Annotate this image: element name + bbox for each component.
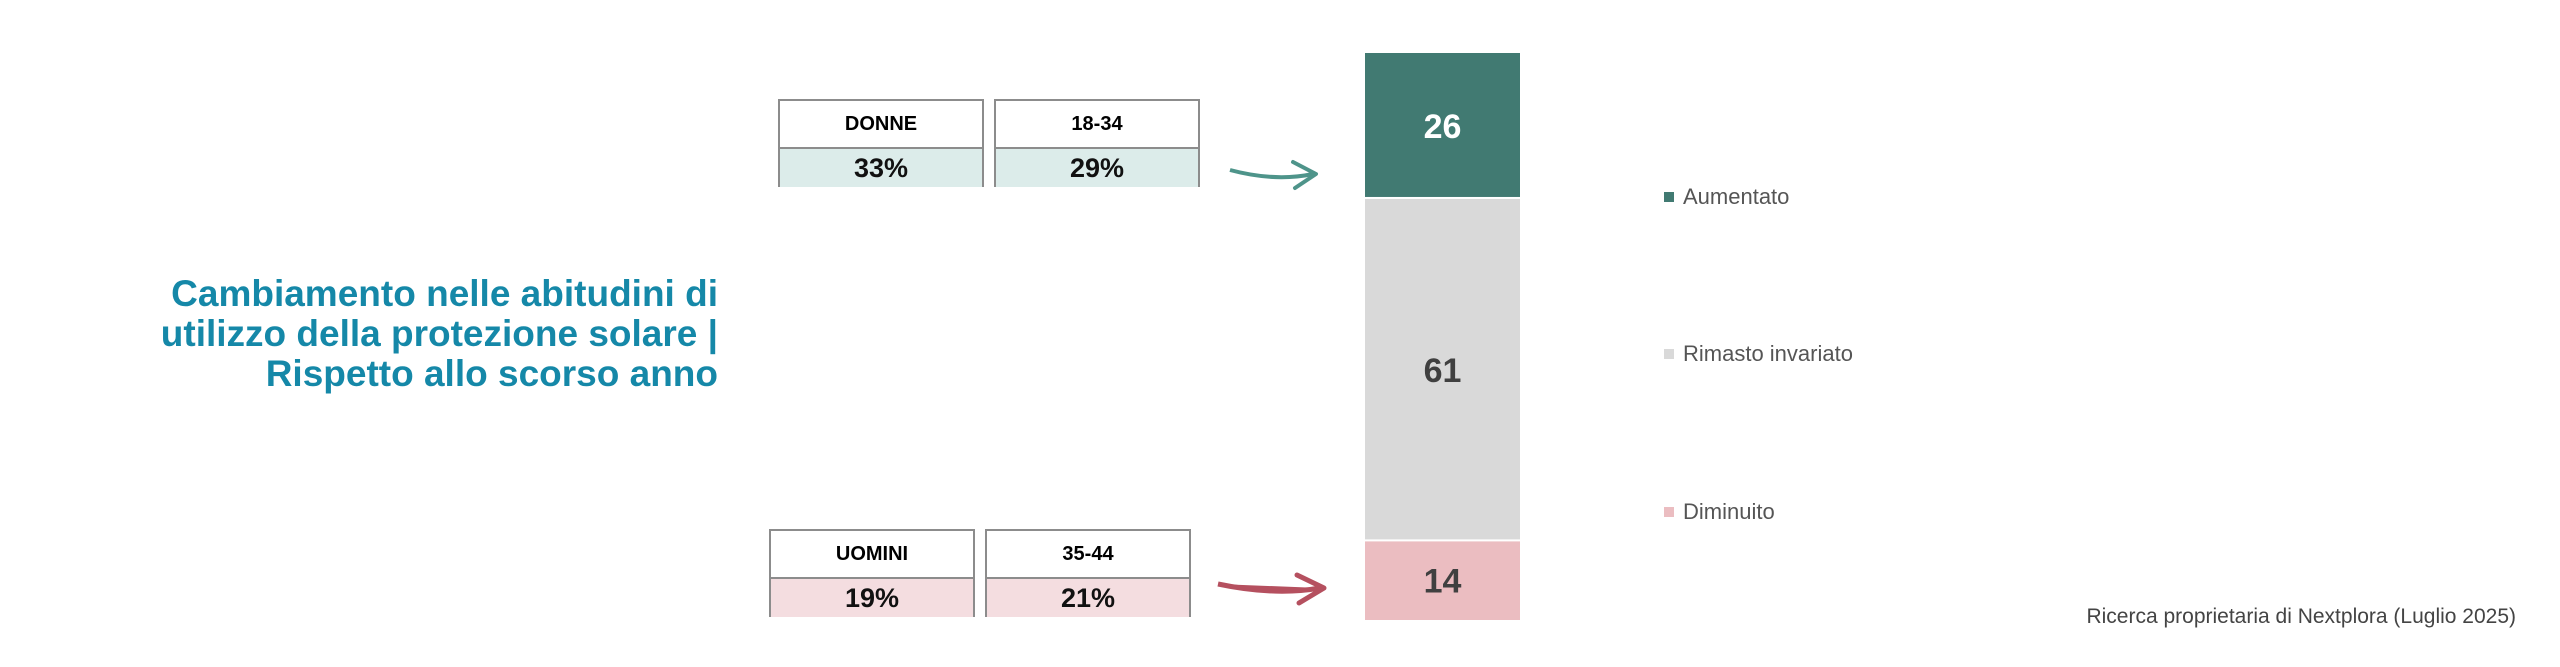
legend-label: Diminuito — [1683, 499, 1775, 524]
source-note: Ricerca proprietaria di Nextplora (Lugli… — [2086, 605, 2516, 628]
legend-swatch — [1664, 507, 1674, 517]
bar-segment-aumentato — [1365, 53, 1520, 197]
box-18-34-value: 29% — [996, 149, 1198, 187]
legend-label: Aumentato — [1683, 184, 1790, 209]
chart-title: Cambiamento nelle abitudini di utilizzo … — [161, 274, 718, 394]
arrow-to-aumentato — [1229, 168, 1314, 180]
box-35-44-value: 21% — [987, 579, 1189, 617]
bar-label-diminuito: 14 — [1424, 563, 1462, 601]
box-uomini-value: 19% — [771, 579, 973, 617]
arrow-to-diminuito — [1217, 581, 1321, 594]
box-35-44-header: 35-44 — [987, 531, 1189, 579]
bar-segment-diminuito — [1365, 541, 1520, 620]
box-18-34: 18-34 29% — [994, 99, 1200, 187]
legend-swatch — [1664, 349, 1674, 359]
legend-swatch — [1664, 192, 1674, 202]
box-35-44: 35-44 21% — [985, 529, 1191, 617]
box-donne: DONNE 33% — [778, 99, 984, 187]
box-18-34-header: 18-34 — [996, 101, 1198, 149]
box-donne-header: DONNE — [780, 101, 982, 149]
arrow-to-diminuito-head — [1294, 572, 1327, 606]
title-line-2: utilizzo della protezione solare | — [160, 313, 718, 354]
box-donne-value: 33% — [780, 149, 982, 187]
bar-label-aumentato: 26 — [1424, 108, 1462, 146]
title-line-3: Rispetto allo scorso anno — [265, 353, 718, 394]
title-line-1: Cambiamento nelle abitudini di — [171, 273, 718, 314]
box-uomini: UOMINI 19% — [769, 529, 975, 617]
legend-item-aumentato: Aumentato — [1664, 184, 1789, 210]
box-uomini-header: UOMINI — [771, 531, 973, 579]
legend-item-rimasto-invariato: Rimasto invariato — [1664, 341, 1853, 367]
legend-label: Rimasto invariato — [1683, 341, 1853, 366]
bar-label-rimasto-invariato: 61 — [1424, 352, 1462, 390]
bar-segment-rimasto-invariato — [1365, 198, 1520, 540]
arrow-to-aumentato-head — [1291, 160, 1318, 190]
legend-item-diminuito: Diminuito — [1664, 499, 1775, 525]
